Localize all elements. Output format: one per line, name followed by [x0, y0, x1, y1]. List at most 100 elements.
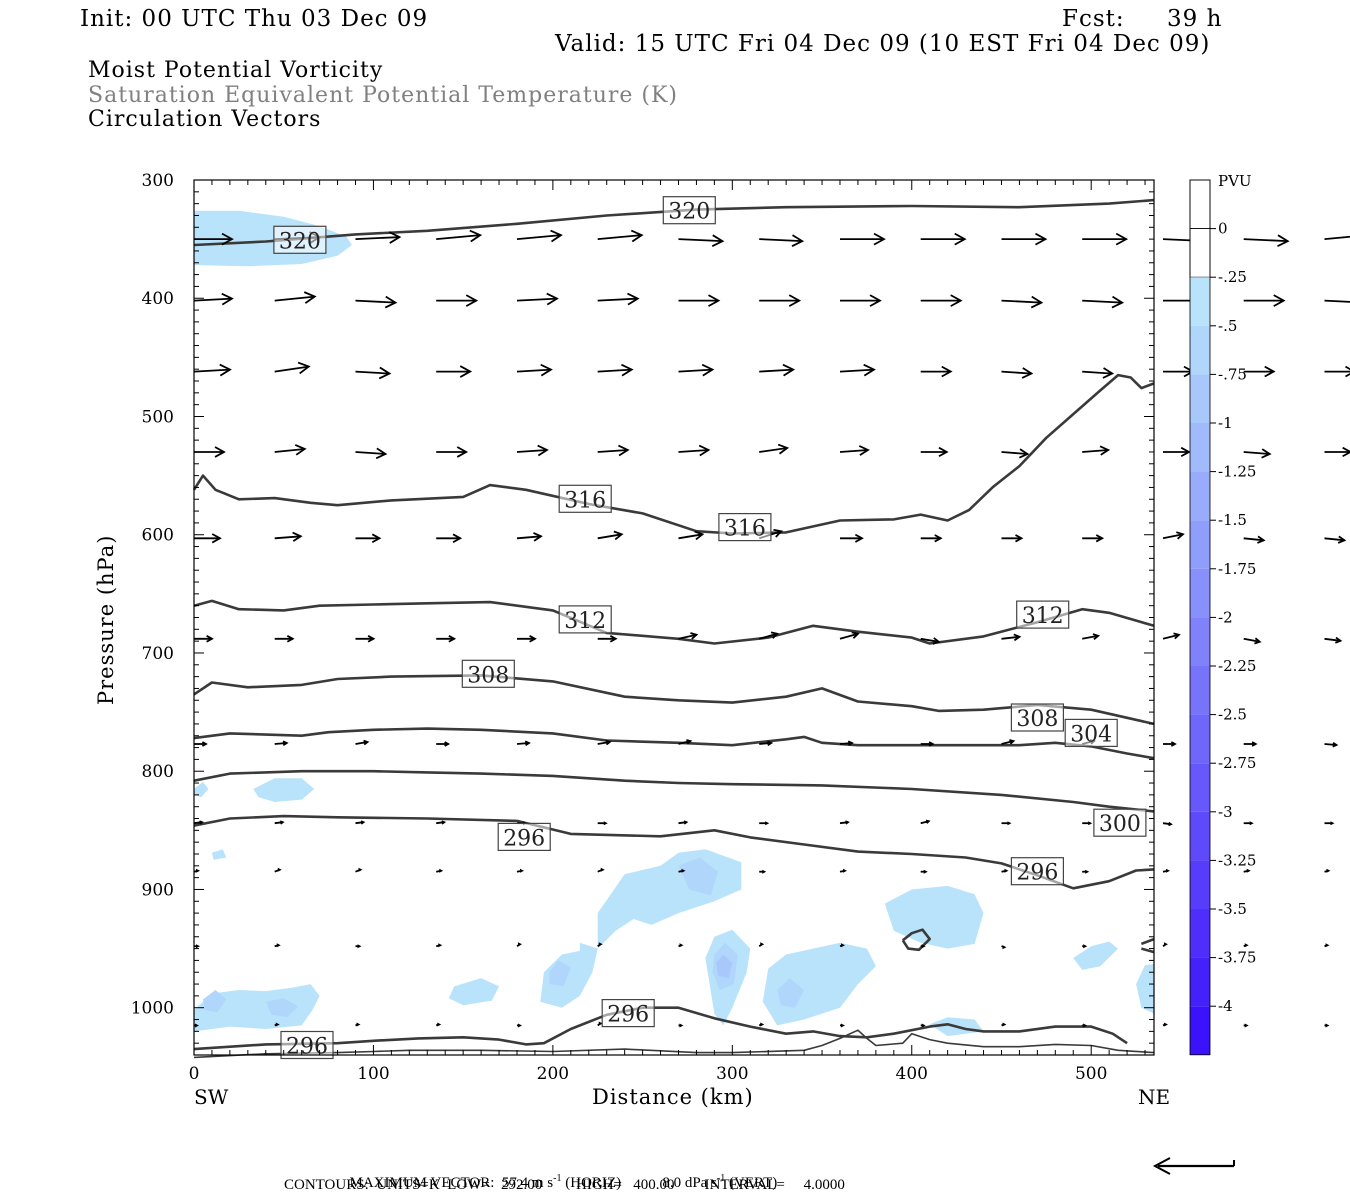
vector-head [679, 943, 684, 948]
contour-label-box [497, 822, 551, 852]
circulation-vector [355, 295, 398, 309]
circulation-vector [920, 637, 941, 645]
contour-label-text: 296 [1016, 861, 1058, 886]
vector-head [1249, 821, 1254, 826]
circulation-vector [274, 444, 307, 456]
vector-shaft [1324, 637, 1341, 642]
pv-shade-region [265, 998, 299, 1018]
contour-label-316: 316 [718, 512, 772, 542]
circulation-vector [678, 363, 715, 377]
circulation-vector [597, 635, 618, 643]
circulation-vector [1001, 367, 1034, 379]
vector-head [196, 944, 200, 949]
circulation-vector [920, 869, 928, 874]
circulation-vector [516, 532, 543, 542]
vector-shaft [597, 741, 610, 745]
circulation-vector [759, 294, 802, 307]
vector-head [873, 232, 886, 246]
circulation-vector [1324, 741, 1339, 748]
vector-head [863, 363, 876, 377]
pv-shading-layer [194, 210, 1154, 1037]
y-tick-label: 400 [142, 289, 174, 309]
contour-label-layer: 320 320 316 316 312 312 308 308 304 300 296 296 296 2… [273, 196, 1147, 1060]
circulation-vector [517, 1023, 522, 1028]
circulation-vector [1162, 942, 1168, 947]
circulation-vector [435, 1022, 442, 1027]
contour-label-box [1016, 600, 1070, 629]
vector-head [1345, 365, 1350, 378]
colorbar-box [1190, 714, 1210, 764]
circulation-vector [516, 740, 531, 747]
contour-label-box [1064, 718, 1118, 748]
contour-line-300 [193, 769, 1155, 813]
contour-label-text: 296 [607, 1003, 649, 1028]
vector-shaft [1162, 633, 1180, 640]
circulation-vector [758, 942, 765, 947]
vector-shaft [597, 368, 632, 373]
circulation-vector [1001, 1022, 1007, 1027]
vector-head [1018, 448, 1030, 459]
vector-shaft [355, 741, 368, 745]
vector-head [1325, 1023, 1330, 1028]
vector-head [1261, 448, 1272, 459]
x-tick-label: 500 [1075, 1064, 1107, 1084]
colorbar-box [1189, 228, 1211, 278]
vector-head [1165, 868, 1170, 873]
circulation-vector [193, 820, 204, 825]
vector-head [621, 363, 634, 377]
vector-shaft [1324, 537, 1345, 542]
vector-head [869, 294, 882, 307]
vector-head [195, 1023, 199, 1028]
vector-head [358, 867, 363, 872]
vector-head [275, 1022, 280, 1027]
vector-shaft [1243, 637, 1260, 643]
vector-head [456, 446, 469, 458]
colorbar-box [1190, 860, 1210, 909]
vector-shaft [1243, 451, 1270, 455]
circulation-vector [1001, 534, 1024, 543]
colorbar: PVU 0 -.25 -.5 -.75 -1 -1.25 -1.5 -1.75 -2 -2.25 -2… [1189, 172, 1256, 1056]
circulation-vector [274, 291, 317, 304]
contour-label-text: 296 [286, 1035, 328, 1060]
vector-head [219, 363, 232, 377]
vector-head [1015, 534, 1024, 543]
pv-shade-region [678, 857, 718, 896]
x-tick-label: 0 [189, 1064, 200, 1084]
circulation-vector [274, 361, 311, 375]
circulation-vector [1243, 448, 1272, 459]
vector-shaft [759, 742, 772, 745]
contour-line-320 [193, 198, 1155, 247]
vector-head [439, 868, 444, 873]
vector-head [921, 944, 926, 949]
vector-head [777, 443, 790, 455]
colorbar-box [1190, 666, 1210, 715]
field-title-theta-es: Saturation Equivalent Potential Temperat… [88, 83, 678, 108]
y-tick-label: 600 [142, 526, 174, 546]
vector-shaft [678, 740, 691, 745]
circulation-vector [840, 232, 886, 246]
circulation-vector [436, 446, 469, 458]
vector-shaft [759, 447, 788, 453]
pv-shade-region [1073, 941, 1119, 970]
circulation-vector [597, 229, 644, 243]
contour-line-308 [193, 674, 1155, 726]
vector-head [1092, 633, 1101, 641]
forecast-hour: 39 h [1167, 6, 1223, 32]
vector-head [371, 533, 382, 544]
vector-head [760, 942, 765, 947]
vector-shaft [759, 368, 794, 373]
vector-shaft [193, 297, 233, 302]
circulation-vector [194, 741, 208, 747]
colorbar-box [1190, 325, 1210, 375]
colorbar-label: -.75 [1218, 365, 1247, 383]
vector-head [529, 635, 537, 643]
circulation-vector [193, 363, 232, 377]
contour-line-316 [192, 373, 1155, 535]
vector-head [679, 1023, 684, 1028]
circulation-vector [758, 631, 780, 640]
circulation-vector [839, 363, 876, 377]
vector-shaft [678, 368, 713, 373]
vector-head [448, 635, 457, 643]
contour-line-304 [193, 727, 1155, 760]
circulation-vector [355, 739, 370, 746]
